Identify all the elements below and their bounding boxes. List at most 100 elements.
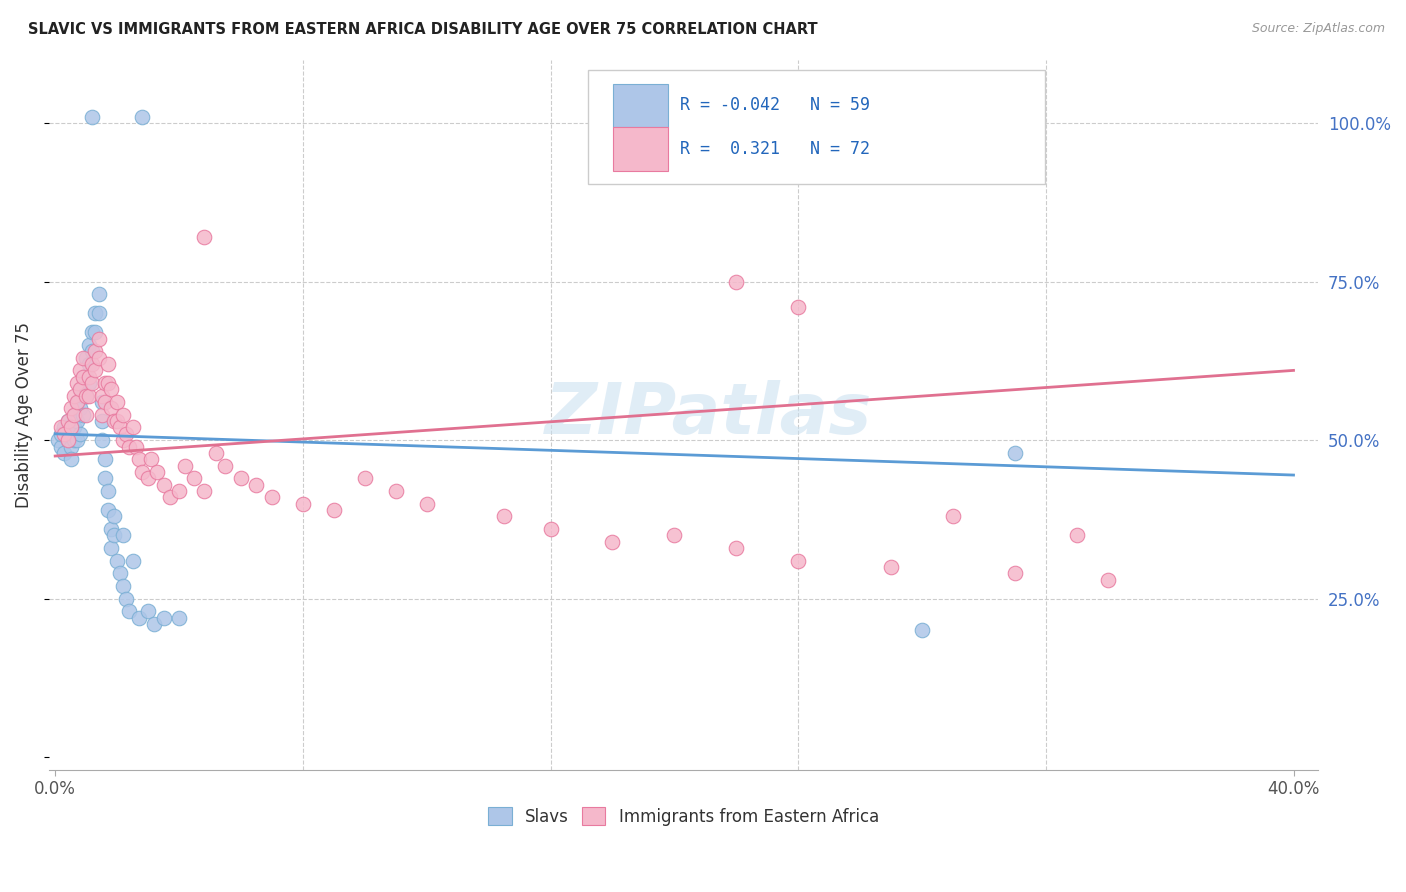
Point [174,458,197,473]
Point [128,611,150,625]
Point [97,376,120,390]
Point [100,522,122,536]
Point [1066,528,1088,542]
Point [93,471,115,485]
Point [72,369,94,384]
Point [121,420,143,434]
Point [494,509,516,524]
Point [602,534,624,549]
Point [97,357,120,371]
Point [415,497,437,511]
Point [167,483,190,498]
Point [62,408,84,422]
Point [131,465,153,479]
Point [72,389,94,403]
Point [62,389,84,403]
Point [75,389,97,403]
Point [82,344,104,359]
FancyBboxPatch shape [589,70,1046,184]
Point [90,408,112,422]
Point [87,306,110,320]
Point [100,401,122,416]
Point [51,440,73,454]
Point [143,617,166,632]
Point [82,357,104,371]
Point [87,332,110,346]
Point [84,326,107,340]
Point [51,426,73,441]
Point [46,433,69,447]
Point [84,344,107,359]
Point [77,369,100,384]
Point [56,433,79,447]
Point [84,363,107,377]
Point [77,389,100,403]
Point [725,275,748,289]
Text: SLAVIC VS IMMIGRANTS FROM EASTERN AFRICA DISABILITY AGE OVER 75 CORRELATION CHAR: SLAVIC VS IMMIGRANTS FROM EASTERN AFRICA… [28,22,818,37]
Point [1097,573,1119,587]
Point [136,604,159,618]
Point [82,326,104,340]
Point [322,503,344,517]
Point [121,554,143,568]
Text: R =  0.321   N = 72: R = 0.321 N = 72 [681,140,870,158]
Point [90,395,112,409]
FancyBboxPatch shape [613,128,668,170]
Point [59,401,82,416]
Point [77,357,100,371]
Point [260,490,283,504]
Point [90,414,112,428]
Point [77,338,100,352]
Point [108,566,131,581]
Point [118,604,141,618]
Point [66,414,89,428]
Point [159,490,181,504]
Point [87,351,110,365]
Point [66,433,89,447]
Point [62,408,84,422]
Point [75,369,97,384]
Point [59,452,82,467]
Point [152,477,174,491]
Point [75,389,97,403]
Point [82,376,104,390]
Point [105,395,128,409]
Point [139,452,162,467]
Point [245,477,267,491]
Point [128,452,150,467]
Point [69,401,91,416]
Point [124,440,146,454]
Point [540,522,562,536]
Point [72,351,94,365]
Point [93,452,115,467]
Legend: Slavs, Immigrants from Eastern Africa: Slavs, Immigrants from Eastern Africa [488,807,879,826]
Point [59,440,82,454]
Point [59,420,82,434]
Point [62,420,84,434]
Text: ZIPatlas: ZIPatlas [546,380,873,450]
Point [75,351,97,365]
Point [193,483,215,498]
Point [103,414,125,428]
Point [118,440,141,454]
Point [97,483,120,498]
Point [108,420,131,434]
Point [72,369,94,384]
Y-axis label: Disability Age Over 75: Disability Age Over 75 [15,322,32,508]
Point [66,395,89,409]
Point [911,624,934,638]
Point [725,541,748,555]
Point [229,471,252,485]
Point [353,471,375,485]
Point [90,433,112,447]
Point [112,433,135,447]
Point [100,541,122,555]
FancyBboxPatch shape [613,84,668,127]
Point [56,433,79,447]
Point [66,376,89,390]
Point [72,408,94,422]
Point [105,554,128,568]
Point [51,420,73,434]
Point [82,110,104,124]
Point [152,611,174,625]
